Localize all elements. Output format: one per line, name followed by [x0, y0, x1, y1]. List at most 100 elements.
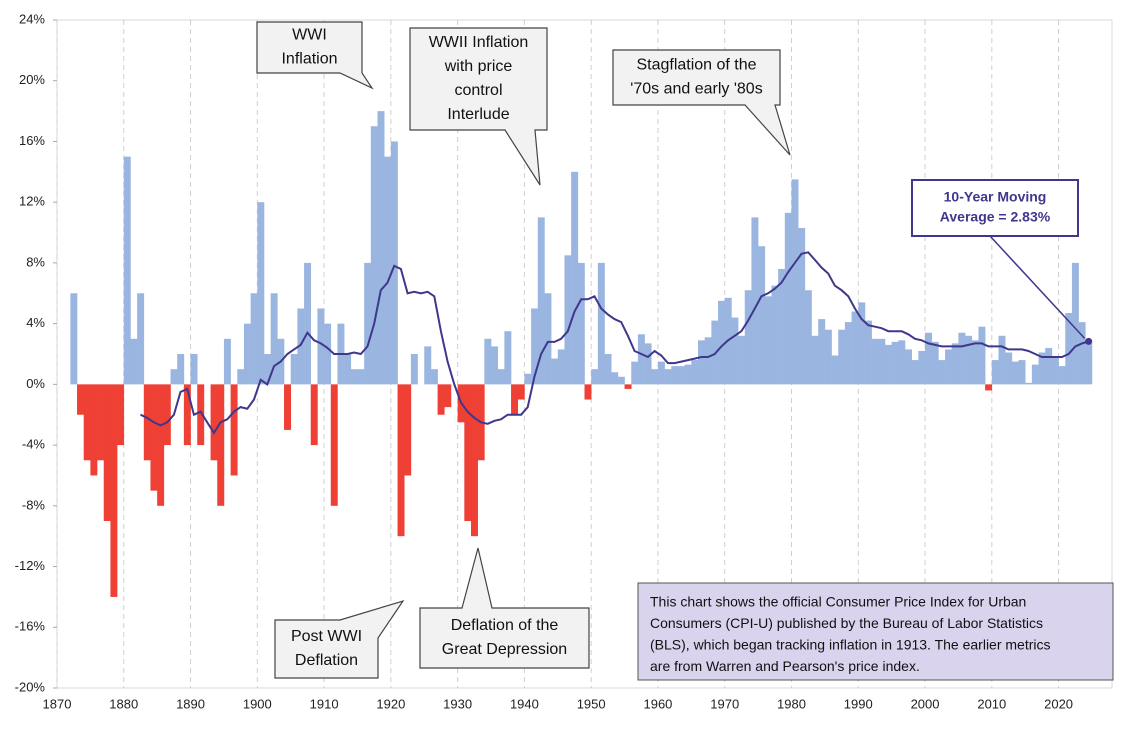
inflation-bar: [143, 384, 151, 461]
y-tick-label: 4%: [26, 315, 45, 330]
inflation-bar: [177, 354, 185, 385]
inflation-bar: [517, 384, 525, 400]
inflation-bar: [784, 212, 792, 385]
inflation-bar: [384, 156, 392, 385]
note-text: This chart shows the official Consumer P…: [650, 594, 1026, 610]
inflation-bar: [1085, 340, 1093, 385]
callout-box: [911, 179, 1079, 237]
inflation-bar: [691, 360, 699, 385]
callout-text: Deflation: [295, 652, 358, 669]
callout-text: with price: [444, 58, 513, 75]
inflation-bar: [631, 361, 639, 385]
inflation-bar: [698, 340, 705, 385]
x-tick-label: 1970: [710, 696, 739, 711]
inflation-bar: [557, 349, 565, 385]
inflation-bar: [257, 202, 265, 385]
x-tick-label: 1880: [109, 696, 138, 711]
inflation-bar: [858, 302, 866, 385]
inflation-bar: [190, 354, 198, 385]
inflation-bar: [157, 384, 165, 506]
inflation-bar: [577, 262, 585, 385]
inflation-bar: [684, 364, 692, 385]
x-tick-label: 1940: [510, 696, 539, 711]
inflation-bar: [758, 246, 766, 385]
inflation-bar: [704, 337, 712, 385]
inflation-bar: [123, 156, 131, 385]
inflation-bar: [504, 331, 512, 385]
inflation-bar: [1051, 357, 1059, 385]
inflation-bar: [1078, 322, 1086, 385]
inflation-bar: [330, 384, 338, 506]
inflation-bar: [925, 332, 933, 385]
inflation-bar: [965, 335, 973, 385]
inflation-bar: [945, 349, 953, 385]
y-tick-label: 8%: [26, 254, 45, 269]
x-tick-label: 2010: [977, 696, 1006, 711]
inflation-bar: [1031, 364, 1039, 385]
x-tick-label: 2000: [911, 696, 940, 711]
inflation-bar: [978, 326, 986, 385]
inflation-bar: [524, 373, 532, 385]
inflation-bar: [377, 111, 385, 385]
inflation-bar: [851, 311, 859, 385]
moving-average-end: [1085, 337, 1093, 345]
inflation-bar: [905, 349, 912, 385]
inflation-bar: [591, 369, 599, 385]
callout-text: '70s and early '80s: [630, 81, 762, 98]
y-tick-label: 24%: [19, 11, 45, 26]
callout-text: control: [454, 82, 502, 99]
x-tick-label: 2020: [1044, 696, 1073, 711]
inflation-bar: [938, 360, 946, 385]
inflation-bar: [297, 308, 305, 385]
inflation-bar: [210, 384, 218, 461]
inflation-bar: [571, 171, 579, 385]
y-tick-label: 16%: [19, 133, 45, 148]
inflation-bar: [531, 308, 539, 385]
y-tick-label: -4%: [22, 437, 46, 452]
inflation-bar: [357, 369, 365, 385]
inflation-bar: [804, 290, 812, 385]
inflation-bar: [564, 255, 572, 385]
inflation-bar: [677, 366, 685, 385]
inflation-bar: [951, 343, 959, 385]
inflation-bar: [237, 369, 245, 385]
inflation-bar: [263, 354, 271, 385]
note-text: Consumers (CPI-U) published by the Burea…: [650, 615, 1043, 631]
inflation-bar: [878, 338, 886, 385]
inflation-bar: [110, 384, 118, 597]
inflation-bar: [918, 350, 926, 385]
callout-text: Average = 2.83%: [940, 209, 1051, 225]
inflation-bar: [611, 372, 619, 385]
inflation-bar: [898, 340, 906, 385]
callout-box: [419, 547, 590, 669]
x-tick-label: 1910: [310, 696, 339, 711]
inflation-bar: [243, 323, 251, 385]
y-tick-label: -16%: [15, 619, 46, 634]
y-tick-label: -8%: [22, 497, 46, 512]
inflation-bar: [1071, 262, 1079, 385]
inflation-bar: [864, 320, 872, 385]
x-tick-label: 1890: [176, 696, 205, 711]
x-tick-label: 1990: [844, 696, 873, 711]
inflation-bar: [117, 384, 125, 446]
inflation-bar: [664, 369, 672, 385]
inflation-bar: [1038, 352, 1046, 385]
inflation-bar: [985, 384, 993, 391]
inflation-bar: [390, 141, 398, 385]
inflation-bar: [791, 179, 799, 385]
callout-text: Great Depression: [442, 641, 567, 658]
inflation-bar: [651, 369, 659, 385]
inflation-bar: [1058, 366, 1066, 385]
inflation-bar: [223, 338, 231, 385]
moving-average-line: [140, 251, 1089, 435]
inflation-bar: [544, 293, 552, 385]
inflation-bar: [911, 360, 919, 385]
inflation-bar: [1018, 360, 1026, 385]
callout-text: WWII Inflation: [429, 34, 529, 51]
inflation-bar: [170, 369, 178, 385]
inflation-bar: [103, 384, 111, 521]
inflation-bar: [344, 354, 352, 385]
inflation-bar: [130, 338, 138, 385]
inflation-bar: [744, 290, 752, 385]
